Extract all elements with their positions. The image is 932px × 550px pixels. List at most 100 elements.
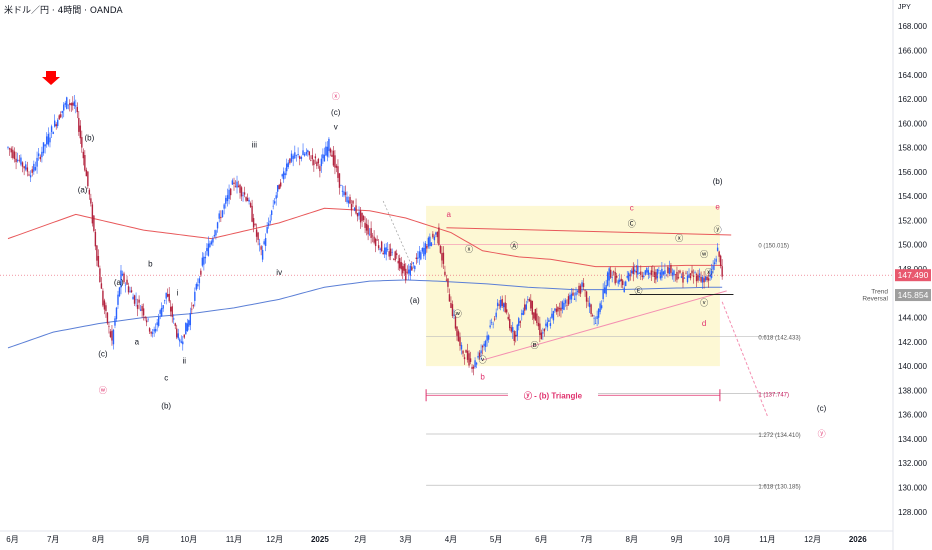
candle-body xyxy=(391,251,393,253)
wave-label: d xyxy=(702,319,706,328)
candle-body xyxy=(272,205,274,207)
candle-body xyxy=(287,162,289,167)
triangle-box xyxy=(426,205,720,367)
candle-body xyxy=(600,305,603,309)
candle-body xyxy=(355,205,357,214)
candle-body xyxy=(388,251,390,257)
candle-body xyxy=(109,331,112,337)
candle-body xyxy=(495,312,497,318)
candle-body xyxy=(510,327,512,332)
candle-body xyxy=(415,257,418,259)
candle-body xyxy=(469,358,472,362)
candle-body xyxy=(260,246,262,250)
candle-body xyxy=(674,274,677,276)
x-tick-label: 2026 xyxy=(849,535,867,544)
candle-body xyxy=(226,195,229,202)
candle-body xyxy=(578,285,580,293)
candle-body xyxy=(33,163,35,172)
candle-body xyxy=(275,195,277,199)
candle-body xyxy=(145,320,148,323)
wave-label: (b) xyxy=(161,402,171,411)
candle-body xyxy=(454,316,457,329)
candle-body xyxy=(552,311,555,321)
wave-label: (b) xyxy=(713,177,723,186)
candle-body xyxy=(478,352,481,357)
y-tick-label: 134.000 xyxy=(898,435,927,444)
candle-body xyxy=(671,272,674,277)
candle-body xyxy=(85,169,88,177)
candle-body xyxy=(445,279,448,281)
candle-body xyxy=(148,328,151,332)
candle-body xyxy=(710,270,713,278)
candle-body xyxy=(599,303,601,312)
candle-body xyxy=(54,120,56,127)
candle-body xyxy=(207,243,210,256)
candle-body xyxy=(192,305,195,307)
candle-body xyxy=(310,160,312,161)
candle-body xyxy=(267,223,270,226)
candle-body xyxy=(462,350,464,354)
x-tick-label: 5月 xyxy=(490,535,502,544)
candle-body xyxy=(234,186,237,187)
candle-body xyxy=(349,197,351,204)
candle-body xyxy=(590,304,592,315)
candle-body xyxy=(382,252,384,255)
candle-body xyxy=(36,157,38,167)
candle-body xyxy=(427,237,430,247)
candle-body xyxy=(426,245,428,249)
trend-reversal-label: Reversal xyxy=(862,296,888,303)
candle-body xyxy=(127,286,130,293)
wave-label: b xyxy=(148,260,153,269)
candle-body xyxy=(317,158,320,164)
candle-body xyxy=(269,220,271,223)
candle-body xyxy=(188,320,190,327)
triangle-label-bg xyxy=(508,389,598,401)
candle-body xyxy=(596,316,598,319)
candle-body xyxy=(102,290,104,306)
candle-body xyxy=(7,146,9,148)
candle-body xyxy=(432,233,434,238)
candle-body xyxy=(60,114,62,118)
candle-body xyxy=(218,213,220,219)
candle-body xyxy=(103,300,106,310)
candle-body xyxy=(451,304,454,317)
candle-body xyxy=(278,184,280,190)
candle-body xyxy=(457,331,460,342)
candle-body xyxy=(254,224,256,226)
candle-body xyxy=(162,305,164,309)
candle-body xyxy=(340,185,342,187)
candle-body xyxy=(194,291,196,301)
candle-body xyxy=(233,182,235,185)
candle-body xyxy=(528,299,531,302)
candle-body xyxy=(73,101,75,106)
candle-body xyxy=(608,268,610,281)
candle-body xyxy=(450,302,452,309)
candle-body xyxy=(551,313,553,318)
candle-body xyxy=(703,278,705,283)
candle-body xyxy=(329,148,332,153)
candle-body xyxy=(170,306,172,312)
candle-body xyxy=(370,228,372,238)
candle-body xyxy=(442,252,445,264)
wave-label: (c) xyxy=(817,404,827,413)
candle-body xyxy=(658,270,660,272)
candle-body xyxy=(197,284,199,287)
candle-body xyxy=(67,104,69,106)
candle-body xyxy=(631,270,633,274)
candle-body xyxy=(635,271,637,273)
candle-body xyxy=(546,322,549,328)
candle-body xyxy=(504,302,506,313)
candle-body xyxy=(477,355,479,358)
candle-body xyxy=(157,316,160,326)
candle-body xyxy=(195,283,198,290)
candle-body xyxy=(305,151,308,155)
candle-body xyxy=(26,167,29,172)
candle-body xyxy=(402,266,404,274)
candle-body xyxy=(358,212,360,216)
candle-body xyxy=(612,271,615,273)
candle-body xyxy=(640,271,642,275)
candle-body xyxy=(280,182,282,187)
candle-body xyxy=(100,283,103,289)
wave-label: iii xyxy=(252,141,258,150)
